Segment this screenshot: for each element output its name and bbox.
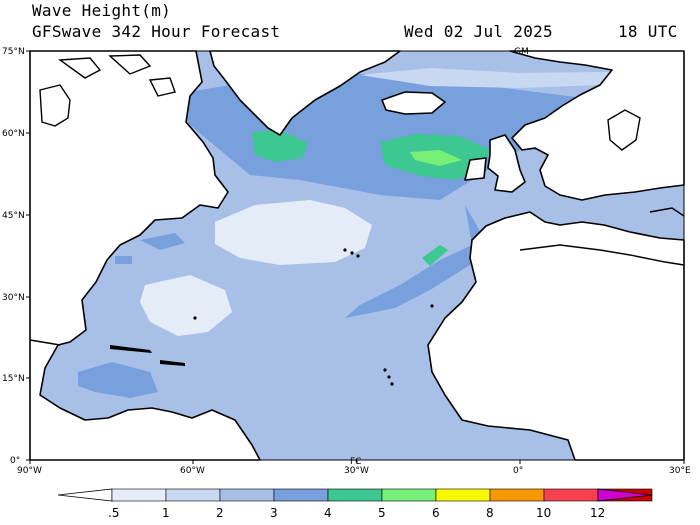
island-marker bbox=[193, 316, 197, 320]
caribbean-islands bbox=[110, 345, 185, 366]
mediterranean-coast bbox=[519, 244, 685, 266]
lon-label: 90°W bbox=[17, 466, 42, 476]
band-05-1m-gyre bbox=[215, 200, 372, 265]
colorbar-high-arrow bbox=[597, 488, 653, 502]
island-marker bbox=[390, 382, 394, 386]
islands bbox=[110, 248, 434, 386]
colorbar-label: 4 bbox=[324, 506, 332, 520]
colorbar-label: 8 bbox=[486, 506, 494, 520]
island-marker bbox=[430, 304, 434, 308]
colorbar-label: .5 bbox=[108, 506, 119, 520]
colorbar-label: 2 bbox=[216, 506, 224, 520]
latitude-labels: 75°N 60°N 45°N 30°N 15°N 0° bbox=[2, 47, 25, 466]
band-05-1m-sargasso bbox=[140, 275, 232, 336]
station-marker: FC bbox=[350, 457, 361, 467]
land-masses bbox=[29, 50, 685, 461]
coastline-details bbox=[29, 54, 685, 346]
lat-label: 75°N bbox=[2, 47, 25, 57]
band-2-3m-east-shelf bbox=[345, 205, 485, 318]
canadian-arctic-islands bbox=[58, 54, 176, 97]
band-4-5m-core bbox=[410, 150, 462, 166]
colorbar-low-arrow bbox=[57, 488, 113, 502]
lon-label: 30°W bbox=[344, 466, 369, 476]
longitude-labels: 90°W 60°W 30°W 0° 30°E bbox=[17, 466, 691, 476]
lat-label: 45°N bbox=[2, 211, 25, 221]
colorbar-swatch bbox=[435, 488, 491, 502]
lat-label: 30°N bbox=[2, 293, 25, 303]
british-isles-land bbox=[464, 134, 526, 193]
scandinavia-land bbox=[509, 50, 685, 201]
colorbar-label: 12 bbox=[590, 506, 605, 520]
colorbar-label: 10 bbox=[536, 506, 551, 520]
band-2-3m-caribbean bbox=[78, 362, 158, 398]
colorbar-swatch bbox=[381, 488, 437, 502]
band-3-4m-labrador bbox=[252, 130, 308, 162]
island-marker bbox=[387, 375, 391, 379]
europe-africa-land bbox=[427, 211, 685, 461]
lat-label: 15°N bbox=[2, 374, 25, 384]
colorbar-swatch bbox=[111, 488, 167, 502]
lon-label: 30°E bbox=[669, 466, 691, 476]
colorbar-swatch bbox=[543, 488, 599, 502]
band-3-4m-azores bbox=[422, 245, 448, 266]
axis-ticks bbox=[26, 50, 685, 464]
baltic-sea-coast bbox=[607, 109, 641, 151]
colorbar: .5 1 2 3 4 5 6 8 10 12 bbox=[57, 488, 653, 520]
colorbar-swatch bbox=[273, 488, 329, 502]
band-2-3m-west bbox=[115, 233, 185, 264]
forecast-subtitle: GFSwave 342 Hour Forecast bbox=[32, 22, 281, 41]
island-marker bbox=[350, 251, 354, 255]
gulf-of-mexico-coast bbox=[29, 339, 61, 346]
map-title: Wave Height(m) bbox=[32, 1, 172, 20]
colorbar-label: 1 bbox=[162, 506, 170, 520]
station-marker: GM bbox=[514, 47, 529, 57]
lon-label: 0° bbox=[513, 466, 523, 476]
hudson-bay-coast bbox=[39, 84, 71, 127]
lon-label: 60°W bbox=[180, 466, 205, 476]
colorbar-label: 3 bbox=[270, 506, 278, 520]
north-america-land bbox=[29, 50, 261, 461]
colorbar-swatch bbox=[489, 488, 545, 502]
black-sea-coast bbox=[649, 207, 685, 217]
forecast-date: Wed 02 Jul 2025 bbox=[404, 22, 553, 41]
lat-label: 0° bbox=[10, 456, 20, 466]
island-marker bbox=[383, 368, 387, 372]
colorbar-label: 5 bbox=[378, 506, 386, 520]
colorbar-swatch bbox=[165, 488, 221, 502]
colorbar-label: 6 bbox=[432, 506, 440, 520]
lat-label: 60°N bbox=[2, 129, 25, 139]
island-marker bbox=[356, 254, 360, 258]
colorbar-swatch bbox=[327, 488, 383, 502]
colorbar-swatch bbox=[219, 488, 275, 502]
island-marker bbox=[343, 248, 347, 252]
greenland-land bbox=[209, 50, 401, 136]
forecast-time: 18 UTC bbox=[618, 22, 678, 41]
iceland-land bbox=[381, 91, 446, 115]
